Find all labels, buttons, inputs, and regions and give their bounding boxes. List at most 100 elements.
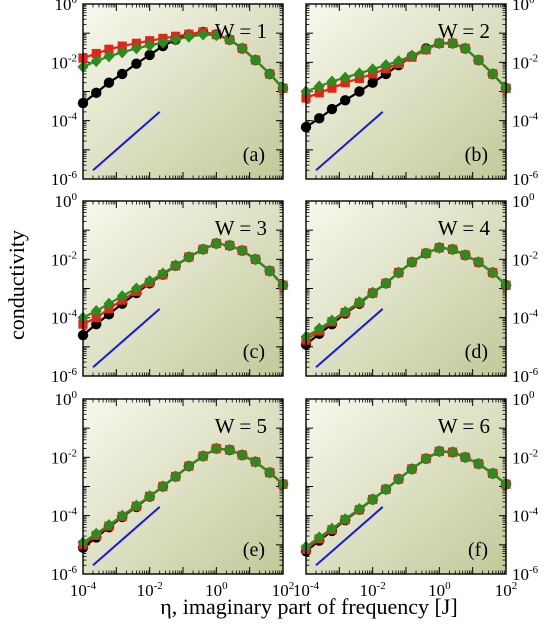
diamond-point — [313, 80, 325, 93]
diamond-point — [339, 305, 351, 318]
series-line — [82, 242, 284, 319]
diamond-point — [264, 466, 276, 479]
diamond-point — [90, 304, 102, 317]
diamond-point — [236, 449, 248, 462]
circle-point — [103, 77, 115, 88]
series-line — [82, 33, 284, 89]
circle-point — [144, 49, 155, 61]
y-tick-label: 10-6 — [51, 366, 78, 386]
panel-f-frame — [305, 398, 507, 575]
circle-point — [117, 68, 128, 80]
square-point — [91, 313, 101, 323]
panel-letter: (a) — [243, 144, 265, 166]
panel-a-frame — [82, 3, 284, 180]
diamond-point — [420, 452, 432, 465]
series-line — [305, 246, 507, 338]
x-tick-label: 10-2 — [360, 580, 386, 600]
panel-b-frame — [305, 3, 507, 180]
panel-d: 10-6 10-4 10-2 100 W = 4 (d) — [300, 191, 539, 386]
diamond-point — [313, 531, 325, 544]
diamond-point — [210, 442, 222, 455]
diamond-point — [116, 46, 128, 59]
y-tick-label: 10-4 — [512, 308, 539, 328]
diamond-point — [130, 42, 142, 55]
diamond-point — [459, 42, 471, 55]
x-tick-label: 100 — [205, 580, 228, 600]
diamond-point — [210, 29, 222, 42]
diamond-point — [447, 37, 459, 50]
green-diamond-series — [77, 442, 289, 549]
y-axis-label: conductivity — [4, 230, 29, 340]
green-diamond-series — [77, 28, 289, 95]
x-tick-label: 10-4 — [293, 580, 320, 600]
y-tick-label: 10-2 — [51, 447, 77, 467]
square-point — [91, 48, 101, 59]
y-tick-label: 100 — [512, 191, 535, 211]
diamond-point — [420, 43, 432, 56]
diamond-point — [210, 237, 222, 250]
diamond-point — [487, 467, 499, 480]
slope-guide-line — [92, 506, 161, 566]
circle-point — [354, 86, 365, 97]
y-tick-label: 10-6 — [512, 169, 539, 189]
diamond-point — [157, 36, 169, 49]
w-label: W = 4 — [438, 216, 491, 240]
diamond-point — [170, 470, 182, 483]
panel-d-frame — [305, 200, 507, 377]
diamond-point — [264, 264, 276, 277]
diamond-point — [447, 446, 459, 459]
slope-guide-line — [92, 111, 161, 171]
diamond-point — [90, 527, 102, 540]
diamond-point — [157, 267, 169, 280]
diamond-point — [90, 55, 102, 68]
y-tick-label: 10-4 — [51, 506, 78, 526]
slope-guide-line — [92, 308, 161, 368]
diamond-point — [473, 457, 485, 470]
y-tick-label: 10-6 — [51, 169, 78, 189]
y-tick-label: 10-2 — [51, 249, 77, 269]
diamond-point — [250, 253, 262, 266]
slope-guide-line — [315, 506, 384, 566]
diamond-point — [224, 33, 236, 46]
panel-letter: (b) — [465, 144, 488, 166]
diamond-point — [144, 490, 156, 503]
diamond-point — [473, 256, 485, 269]
y-tick-label: 100 — [512, 0, 535, 14]
circle-point — [326, 103, 338, 115]
diamond-point — [250, 54, 262, 67]
circle-point — [367, 77, 378, 88]
diamond-point — [116, 290, 128, 303]
diamond-point — [353, 296, 365, 309]
diamond-point — [393, 55, 405, 68]
square-point — [104, 44, 114, 54]
diamond-point — [236, 42, 248, 55]
diamond-point — [339, 71, 351, 84]
diamond-point — [353, 502, 365, 515]
x-tick-label: 100 — [428, 580, 451, 600]
panel-b: 10-6 10-4 10-2 100 W = 2 (b) — [300, 0, 539, 189]
diamond-point — [144, 275, 156, 288]
y-tick-label: 100 — [55, 389, 78, 409]
square-point — [117, 41, 127, 51]
diamond-point — [393, 473, 405, 486]
diamond-point — [144, 39, 156, 52]
diamond-point — [380, 277, 392, 290]
diamond-point — [130, 282, 142, 295]
y-tick-label: 10-4 — [51, 111, 78, 131]
y-tick-label: 10-4 — [512, 506, 539, 526]
diamond-point — [433, 241, 445, 254]
diamond-point — [459, 451, 471, 464]
panel-letter: (e) — [243, 539, 265, 561]
diamond-point — [406, 256, 418, 269]
circle-point — [314, 113, 325, 124]
diamond-point — [103, 297, 115, 310]
diamond-point — [326, 314, 338, 327]
diamond-point — [197, 243, 209, 256]
diamond-point — [224, 239, 236, 252]
diamond-point — [433, 445, 445, 458]
w-label: W = 5 — [215, 414, 267, 438]
diamond-point — [367, 286, 379, 299]
y-tick-label: 10-4 — [512, 111, 539, 131]
